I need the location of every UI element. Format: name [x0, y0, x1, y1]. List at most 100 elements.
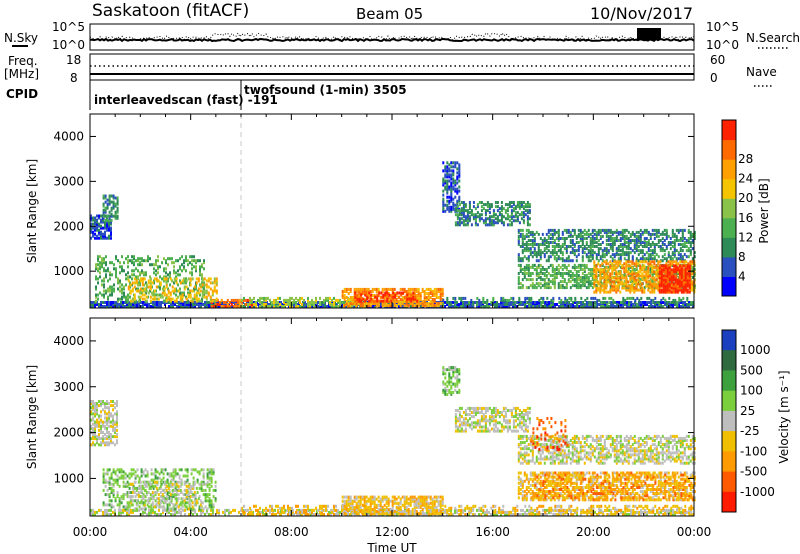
- heatmap-cell: [657, 274, 660, 278]
- heatmap-cell: [679, 247, 682, 251]
- heatmap-cell: [119, 271, 121, 275]
- heatmap-cell: [512, 303, 515, 306]
- heatmap-cell: [572, 305, 574, 308]
- heatmap-cell: [563, 228, 566, 232]
- heatmap-cell: [641, 266, 644, 270]
- heatmap-cell: [100, 301, 102, 304]
- heatmap-cell: [581, 239, 584, 242]
- heatmap-cell: [103, 279, 105, 283]
- heatmap-cell: [179, 291, 181, 295]
- heatmap-cell: [653, 251, 656, 255]
- heatmap-cell: [181, 293, 184, 297]
- heatmap-cell: [567, 228, 570, 232]
- heatmap-cell: [510, 209, 513, 213]
- heatmap-cell: [579, 276, 582, 279]
- heatmap-cell: [183, 291, 185, 295]
- heatmap-cell: [650, 298, 653, 302]
- heatmap-cell: [683, 253, 686, 257]
- heatmap-cell: [207, 285, 210, 289]
- heatmap-cell: [104, 230, 106, 234]
- heatmap-cell: [616, 301, 618, 304]
- heatmap-cell: [666, 278, 669, 282]
- heatmap-cell: [655, 272, 658, 276]
- heatmap-cell: [423, 294, 426, 297]
- heatmap-cell: [593, 232, 596, 236]
- heatmap-cell: [605, 232, 608, 236]
- heatmap-cell: [425, 287, 428, 291]
- heatmap-cell: [115, 271, 117, 275]
- heatmap-cell: [591, 249, 594, 253]
- heatmap-cell: [378, 291, 381, 295]
- heatmap-cell: [360, 299, 363, 303]
- heatmap-cell: [687, 247, 690, 251]
- heatmap-cell: [548, 303, 550, 306]
- heatmap-cell: [539, 270, 542, 273]
- heatmap-cell: [617, 276, 620, 280]
- heatmap-cell: [658, 280, 661, 284]
- heatmap-cell: [177, 295, 179, 299]
- heatmap-cell: [169, 277, 172, 281]
- heatmap-cell: [595, 266, 598, 270]
- heatmap-cell: [650, 303, 653, 306]
- heatmap-cell: [593, 276, 596, 280]
- heatmap-cell: [602, 303, 604, 306]
- heatmap-cell: [373, 294, 376, 297]
- heatmap-cell: [170, 303, 172, 306]
- heatmap-cell: [633, 286, 636, 290]
- heatmap-cell: [633, 263, 636, 267]
- heatmap-cell: [127, 295, 129, 299]
- heatmap-cell: [466, 223, 469, 227]
- heatmap-cell: [100, 226, 102, 230]
- heatmap-cell: [304, 305, 306, 308]
- heatmap-cell: [116, 206, 119, 210]
- heatmap-cell: [530, 298, 533, 302]
- heatmap-cell: [691, 268, 694, 271]
- heatmap-cell: [611, 230, 614, 234]
- heatmap-cell: [414, 297, 417, 301]
- heatmap-cell: [236, 303, 238, 306]
- heatmap-cell: [529, 274, 532, 277]
- heatmap-cell: [419, 302, 422, 306]
- heatmap-cell: [135, 289, 138, 293]
- heatmap-cell: [600, 301, 603, 304]
- heatmap-cell: [555, 268, 558, 271]
- heatmap-cell: [163, 287, 166, 291]
- heatmap-cell: [141, 283, 144, 287]
- heatmap-cell: [545, 274, 548, 277]
- heatmap-cell: [450, 209, 453, 213]
- heatmap-cell: [676, 280, 679, 284]
- heatmap-cell: [647, 259, 650, 263]
- heatmap-cell: [247, 305, 249, 308]
- heatmap-cell: [551, 278, 554, 282]
- heatmap-cell: [168, 510, 170, 514]
- heatmap-cell: [691, 265, 694, 269]
- heatmap-cell: [167, 273, 169, 277]
- heatmap-cell: [669, 241, 672, 244]
- heatmap-cell: [520, 213, 523, 217]
- heatmap-cell: [523, 249, 526, 253]
- heatmap-cell: [108, 303, 110, 306]
- heatmap-cell: [102, 196, 105, 200]
- heatmap-cell: [530, 303, 532, 306]
- heatmap-cell: [399, 298, 402, 301]
- heatmap-cell: [571, 251, 574, 255]
- heatmap-cell: [442, 201, 445, 205]
- heatmap-cell: [521, 241, 524, 244]
- heatmap-cell: [688, 282, 691, 286]
- heatmap-cell: [175, 259, 177, 263]
- heatmap-cell: [97, 259, 99, 263]
- heatmap-cell: [177, 273, 179, 277]
- heatmap-cell: [574, 301, 576, 304]
- heatmap-cell: [657, 288, 660, 292]
- heatmap-cell: [242, 301, 244, 304]
- heatmap-cell: [325, 296, 327, 300]
- heatmap-cell: [577, 263, 580, 267]
- heatmap-cell: [108, 224, 110, 228]
- heatmap-cell: [688, 268, 691, 272]
- heatmap-cell: [659, 274, 662, 278]
- heatmap-cell: [666, 290, 669, 294]
- heatmap-cell: [653, 270, 656, 274]
- heatmap-cell: [127, 271, 129, 275]
- heatmap-cell: [537, 245, 540, 248]
- heatmap-cell: [657, 276, 660, 280]
